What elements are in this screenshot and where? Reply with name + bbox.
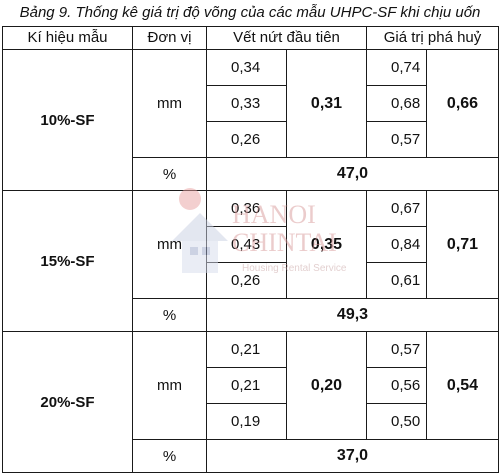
table-row: 0,43 0,84 [3,226,499,263]
crack-average: 0,20 [286,331,367,440]
percent-value: 37,0 [206,439,499,473]
crack-value: 0,21 [206,331,287,368]
percent-value: 47,0 [206,157,499,191]
percent-value: 49,3 [206,298,499,332]
table-row: 0,21 0,56 [3,367,499,404]
unit-cell: mm [132,190,207,299]
crack-value: 0,36 [206,190,287,227]
failure-value: 0,61 [366,262,427,299]
header-failure: Giá trị phá huỷ [366,26,499,50]
crack-value: 0,33 [206,85,287,122]
failure-value: 0,67 [366,190,427,227]
crack-average: 0,35 [286,190,367,299]
percent-unit: % [132,298,207,332]
sample-symbol: 20%-SF [2,331,133,473]
crack-value: 0,21 [206,367,287,404]
unit-cell: mm [132,331,207,440]
table-row: 0,26 0,61 [3,262,499,299]
table-row: 20%-SF mm 0,21 0,20 0,57 0,54 [2,331,499,473]
table-row: 10%-SF mm 0,34 0,31 0,74 0,66 [2,49,499,191]
table-row: 15%-SF mm 0,36 0,35 0,67 0,71 [2,190,499,332]
failure-value: 0,50 [366,403,427,440]
crack-value: 0,26 [206,262,287,299]
table-row: 0,33 0,68 [3,85,499,122]
failure-value: 0,68 [366,85,427,122]
unit-cell: mm [132,49,207,158]
failure-average: 0,66 [426,49,499,158]
table-row: 0,26 0,57 [3,121,499,158]
failure-average: 0,54 [426,331,499,440]
percent-unit: % [132,157,207,191]
table-row: % 47,0 [3,157,499,191]
sample-symbol: 15%-SF [2,190,133,332]
sample-symbol: 10%-SF [2,49,133,191]
crack-value: 0,34 [206,49,287,86]
table-caption: Bảng 9. Thống kê giá trị độ võng của các… [19,4,481,21]
percent-unit: % [132,439,207,473]
header-unit: Đơn vị [132,26,207,50]
failure-average: 0,71 [426,190,499,299]
deflection-table: Kí hiệu mẫu Đơn vị Vết nứt đầu tiên Giá … [2,26,499,473]
crack-value: 0,26 [206,121,287,158]
table-row: % 49,3 [3,298,499,332]
crack-value: 0,19 [206,403,287,440]
header-row: Kí hiệu mẫu Đơn vị Vết nứt đầu tiên Giá … [2,26,499,50]
failure-value: 0,57 [366,121,427,158]
failure-value: 0,56 [366,367,427,404]
crack-average: 0,31 [286,49,367,158]
failure-value: 0,74 [366,49,427,86]
header-symbol: Kí hiệu mẫu [2,26,133,50]
failure-value: 0,57 [366,331,427,368]
crack-value: 0,43 [206,226,287,263]
header-first-crack: Vết nứt đầu tiên [206,26,367,50]
table-row: 0,19 0,50 [3,403,499,440]
failure-value: 0,84 [366,226,427,263]
